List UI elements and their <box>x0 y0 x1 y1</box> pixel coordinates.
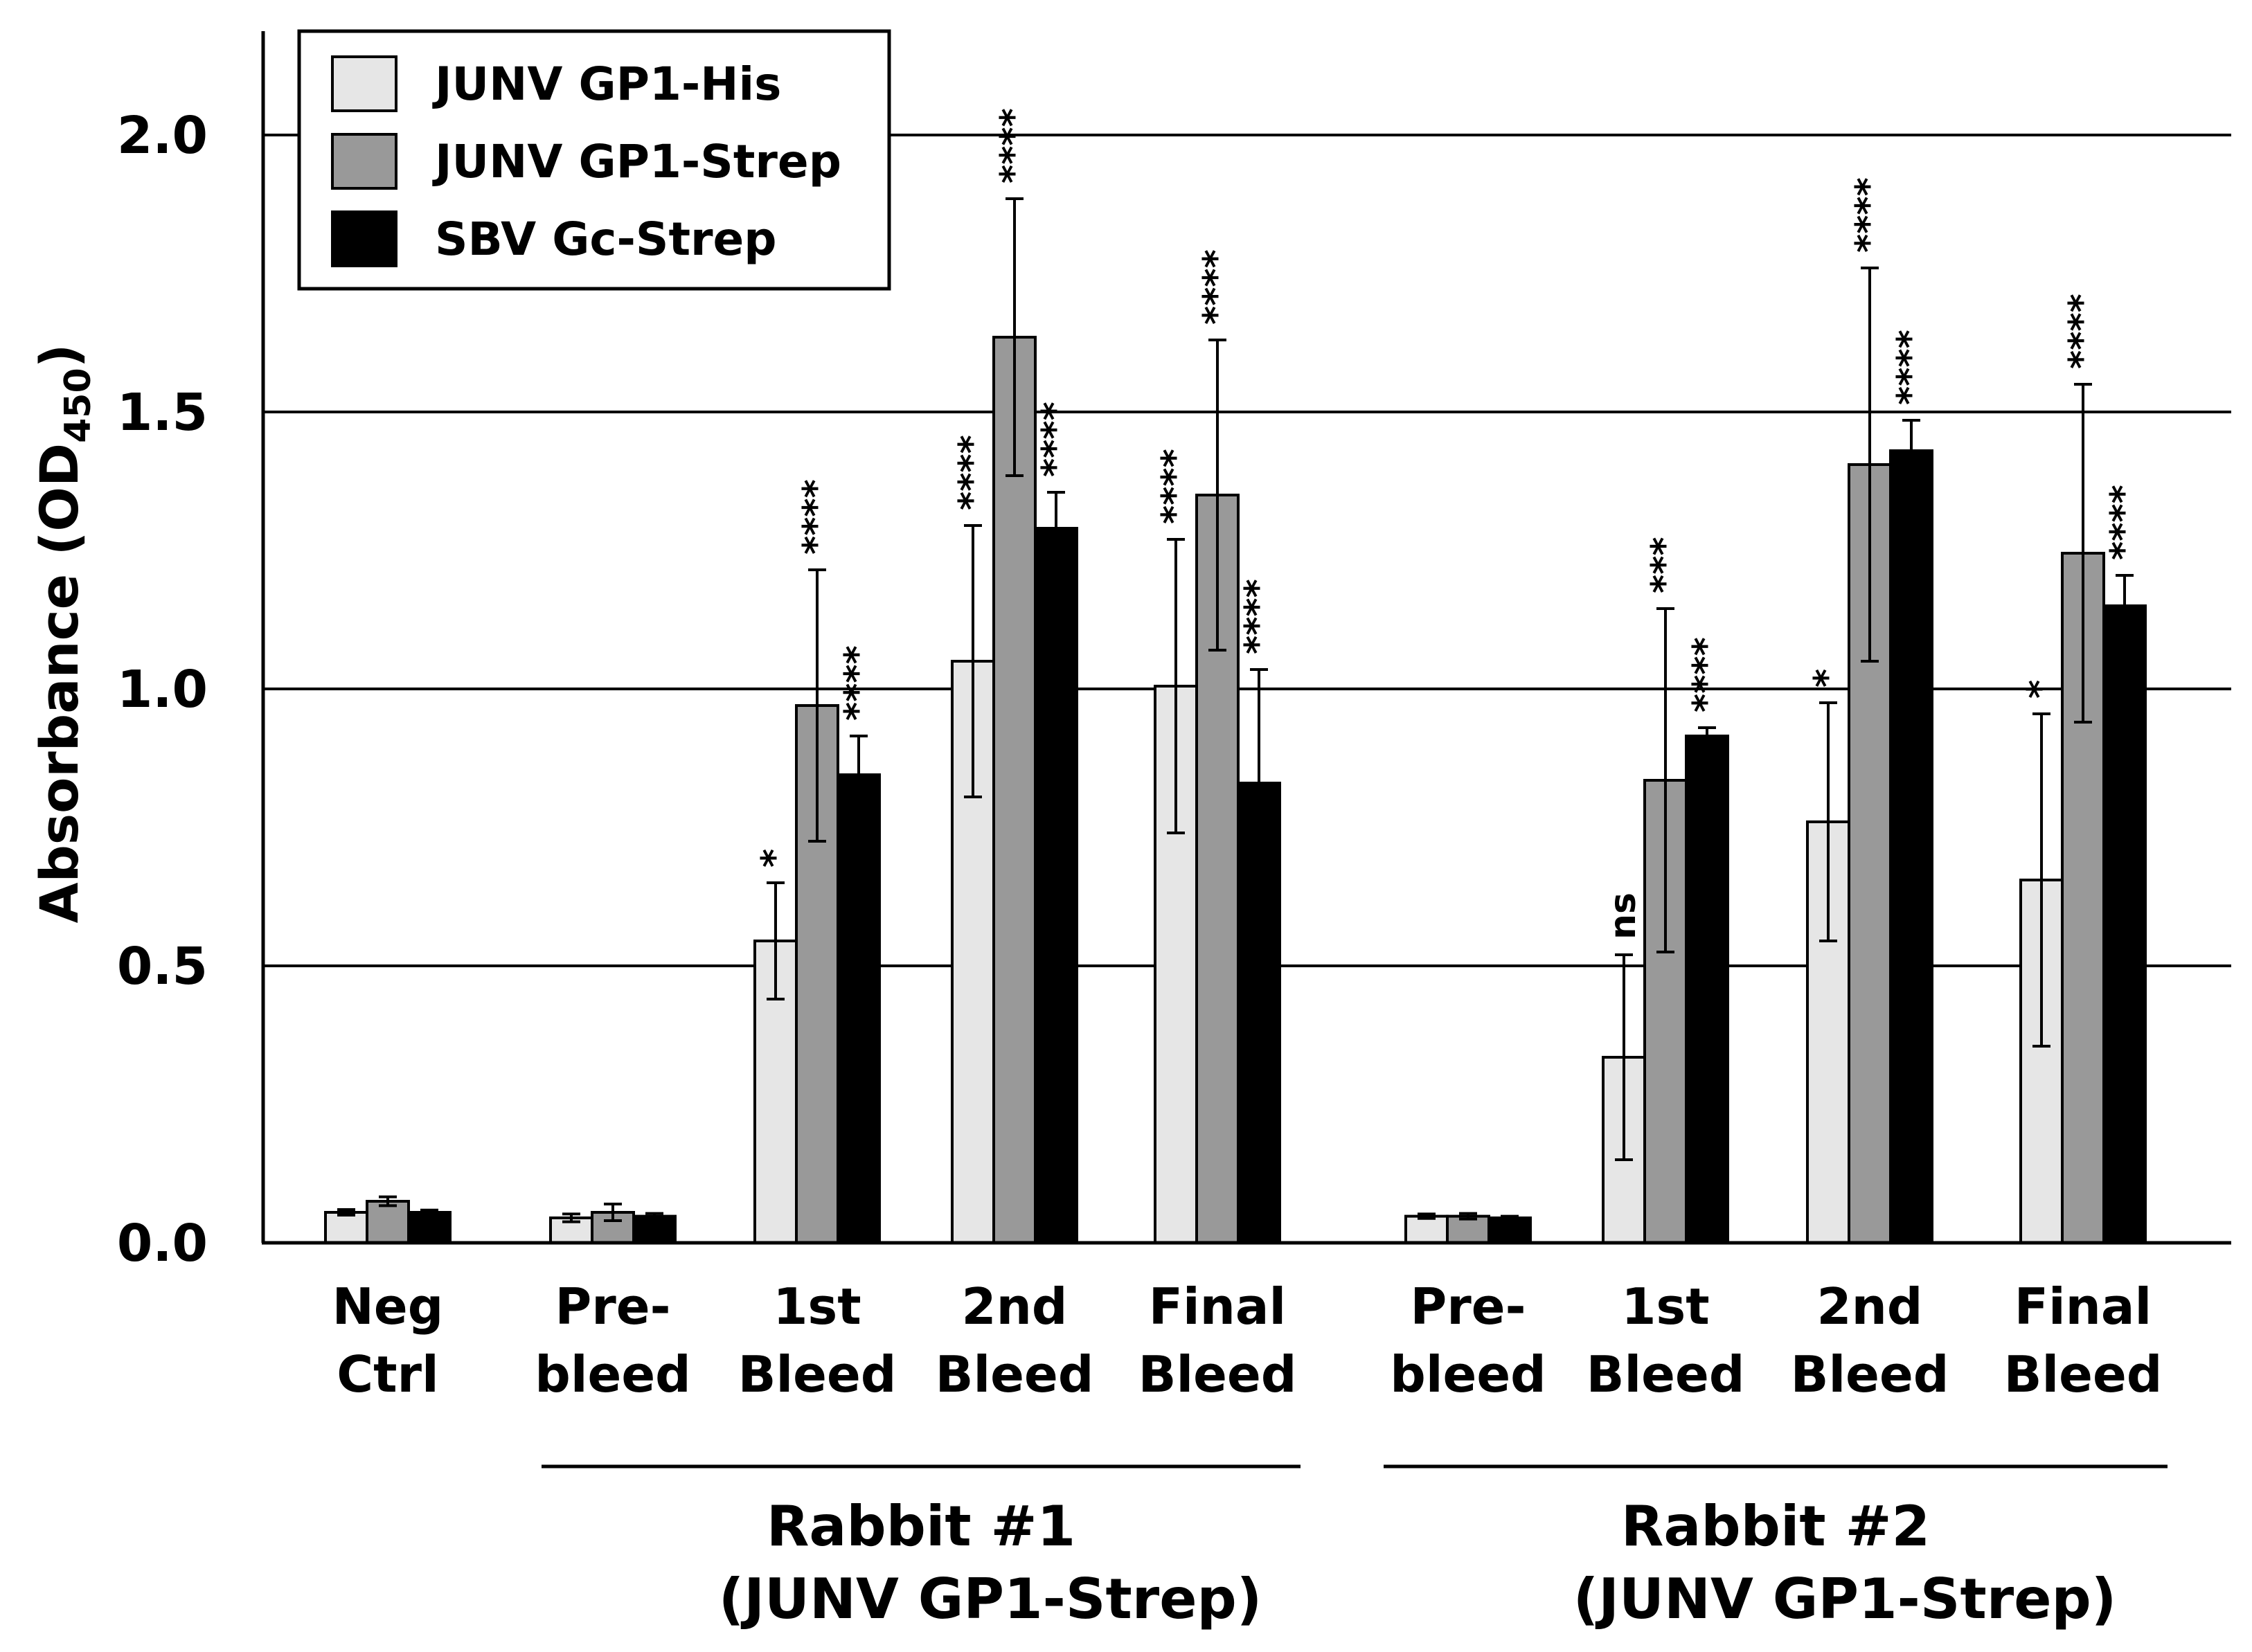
bar-sbv-gc-strep <box>2102 604 2147 1244</box>
legend-label: JUNV GP1-His <box>432 57 781 111</box>
y-tick-label: 2.0 <box>117 106 208 165</box>
significance-label: **** <box>1237 579 1279 654</box>
y-tick-label: 0.5 <box>117 937 208 996</box>
x-tick-label: Final <box>1149 1277 1286 1336</box>
x-tick-label: Pre- <box>555 1277 671 1336</box>
x-tick-label: Bleed <box>1791 1345 1949 1403</box>
bar-junv-gp1-his <box>324 1211 368 1244</box>
legend-swatch <box>331 133 397 190</box>
bar-sbv-gc-strep <box>407 1211 452 1244</box>
y-tick-labels: 0.0 0.5 1.0 1.5 2.0 <box>117 106 208 1273</box>
bar-sbv-gc-strep <box>1487 1216 1532 1244</box>
bar-sbv-gc-strep <box>1685 735 1729 1244</box>
significance-label: **** <box>2103 485 2145 560</box>
x-tick-label: Final <box>2014 1277 2152 1336</box>
x-tick-label: Bleed <box>738 1345 897 1403</box>
x-tick-label: 1st <box>773 1277 861 1336</box>
significance-label: *** <box>1644 537 1686 593</box>
significance-label: **** <box>1686 637 1727 712</box>
x-tick-label: Bleed <box>1587 1345 1745 1403</box>
x-tick-label: Pre- <box>1411 1277 1526 1336</box>
group-label: Rabbit #2 <box>1621 1494 1930 1559</box>
y-tick-label: 1.0 <box>117 660 208 719</box>
x-tick-label: Bleed <box>936 1345 1094 1403</box>
significance-label: **** <box>951 435 993 510</box>
significance-label: * <box>754 849 796 868</box>
significance-label: **** <box>1196 249 1237 325</box>
x-tick-label: 1st <box>1621 1277 1709 1336</box>
group-labels: Rabbit #1 (JUNV GP1-Strep) Rabbit #2 (JUNV … <box>542 1464 2168 1631</box>
significance-label: **** <box>2062 294 2103 369</box>
significance-label: **** <box>837 645 879 721</box>
bar-junv-gp1-strep <box>366 1200 410 1244</box>
bar-sbv-gc-strep <box>837 773 881 1244</box>
y-axis-title: Absorbance (OD450) <box>28 344 99 924</box>
significance-label: **** <box>796 479 837 555</box>
significance-label: **** <box>1890 330 1931 405</box>
bar-sbv-gc-strep <box>1034 527 1078 1244</box>
bar-sbv-gc-strep <box>1889 449 1933 1244</box>
group-label: Rabbit #1 <box>767 1494 1075 1559</box>
significance-label: **** <box>993 108 1035 183</box>
x-tick-label: Ctrl <box>337 1345 438 1403</box>
legend: JUNV GP1-His JUNV GP1-Strep SBV Gc-Strep <box>297 29 891 291</box>
group-label: (JUNV GP1-Strep) <box>1573 1567 2117 1631</box>
legend-swatch <box>331 55 397 112</box>
x-tick-label: 2nd <box>1817 1277 1923 1336</box>
significance-label: **** <box>1035 402 1076 477</box>
x-tick-label: bleed <box>1390 1345 1546 1403</box>
y-tick-label: 0.0 <box>117 1214 208 1273</box>
x-tick-label: bleed <box>535 1345 690 1403</box>
x-tick-label: Bleed <box>2004 1345 2163 1403</box>
y-tick-label: 1.5 <box>117 383 208 442</box>
bar-junv-gp1-his <box>1404 1214 1449 1244</box>
bar-junv-gp1-strep <box>992 336 1037 1244</box>
significance-label: ns <box>1602 892 1644 940</box>
x-tick-label: Neg <box>332 1277 444 1336</box>
significance-label: * <box>2020 680 2062 699</box>
group-label: (JUNV GP1-Strep) <box>719 1567 1262 1631</box>
significance-label: **** <box>1154 449 1196 524</box>
x-tick-label: 2nd <box>962 1277 1068 1336</box>
legend-label: JUNV GP1-Strep <box>432 135 841 188</box>
significance-label: * <box>1807 669 1848 688</box>
x-tick-labels: Neg Ctrl Pre-bleed 1st Bleed 2nd Bleed Final Ble… <box>332 1277 2163 1403</box>
x-tick-label: Bleed <box>1138 1345 1297 1403</box>
legend-label: SBV Gc-Strep <box>435 213 777 266</box>
significance-label: **** <box>1848 177 1890 253</box>
axes <box>261 31 2231 1245</box>
legend-swatch <box>331 210 397 267</box>
